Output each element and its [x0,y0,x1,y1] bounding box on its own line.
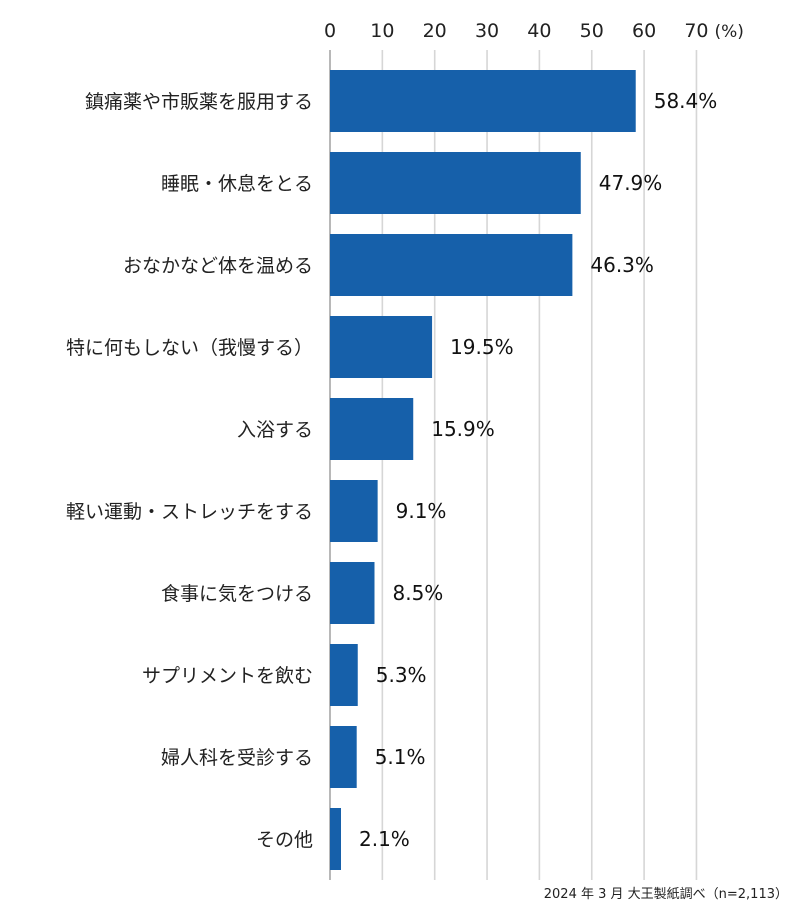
value-label-2: 47.9% [599,171,663,195]
category-label-9: 婦人科を受診する [161,747,313,769]
category-label-6: 軽い運動・ストレッチをする [66,501,313,523]
value-label-5: 15.9% [431,417,495,441]
x-tick-label-10: 10 [370,20,394,42]
bar-2 [330,152,581,214]
category-label-4: 特に何もしない（我慢する） [66,337,313,359]
category-label-1: 鎮痛薬や市販薬を服用する [85,91,313,113]
bar-4 [330,316,433,378]
value-label-7: 8.5% [392,581,443,605]
value-label-8: 5.3% [376,663,427,687]
x-tick-label-60: 60 [632,20,656,42]
x-tick-label-30: 30 [475,20,499,42]
bar-6 [330,480,378,542]
bar-7 [330,562,375,624]
value-label-6: 9.1% [396,499,447,523]
x-unit-label: (%) [714,22,743,42]
value-label-1: 58.4% [654,89,718,113]
category-label-8: サプリメントを飲む [142,665,313,687]
bar-1 [330,70,636,132]
category-label-3: おなかなど体を温める [123,255,313,277]
value-label-10: 2.1% [359,827,410,851]
x-tick-label-0: 0 [324,20,336,42]
bar-8 [330,644,358,706]
category-label-7: 食事に気をつける [161,583,313,605]
category-label-5: 入浴する [237,419,313,441]
value-label-4: 19.5% [450,335,514,359]
bar-5 [330,398,414,460]
value-label-3: 46.3% [590,253,654,277]
x-tick-label-40: 40 [527,20,551,42]
category-label-10: その他 [256,829,313,851]
bar-10 [330,808,341,870]
x-tick-label-70: 70 [684,20,708,42]
x-tick-label-50: 50 [580,20,604,42]
bar-3 [330,234,573,296]
x-tick-label-20: 20 [423,20,447,42]
bar-9 [330,726,357,788]
category-label-2: 睡眠・休息をとる [161,173,313,195]
value-label-9: 5.1% [375,745,426,769]
source-note: 2024 年 3 月 大王製紙調べ（n=2,113） [543,887,788,902]
